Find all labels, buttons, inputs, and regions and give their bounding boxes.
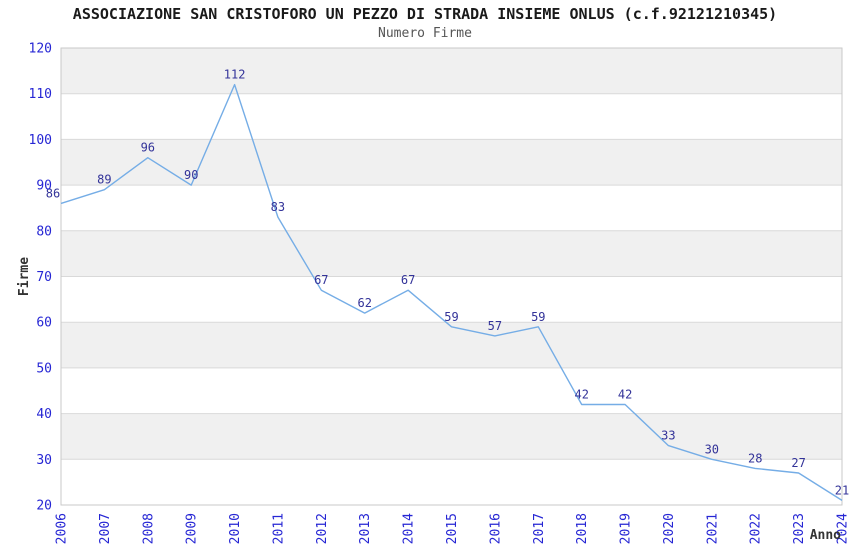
plot-band [61,459,842,505]
series-line [60,83,843,501]
y-tick-label: 70 [36,270,52,285]
y-tick-label: 80 [36,224,52,239]
chart-subtitle: Numero Firme [378,26,472,41]
x-tick-label: 2015 [445,513,460,544]
data-point-label: 89 [97,173,111,187]
plot-band [61,139,842,186]
y-tick-label: 110 [29,87,52,102]
y-tick-label: 120 [29,42,52,57]
data-point-label: 96 [141,141,155,155]
x-tick-label: 2014 [402,513,417,544]
data-point-label: 67 [401,273,415,287]
y-tick-label: 30 [36,453,52,468]
x-tick-label: 2010 [228,513,243,544]
x-tick-label: 2022 [749,513,764,544]
x-tick-label: 2020 [662,513,677,544]
x-tick-label: 2016 [488,513,503,544]
chart-title: ASSOCIAZIONE SAN CRISTOFORO UN PEZZO DI … [72,5,778,23]
plot-band [61,93,842,140]
x-tick-label: 2009 [185,513,200,544]
plot-border [60,47,843,506]
data-point-label: 28 [748,451,762,465]
plot-band [61,322,842,368]
x-tick-label: 2017 [532,513,547,544]
data-point-label: 59 [531,310,545,324]
x-tick-label: 2006 [55,513,70,544]
y-tick-label: 40 [36,407,52,422]
data-point-label: 62 [357,296,371,310]
x-tick-label: 2012 [315,513,330,544]
data-point-label: 42 [574,388,588,402]
x-tick-label: 2023 [792,513,807,544]
data-point-label: 42 [618,388,632,402]
y-tick-label: 60 [36,316,52,331]
data-point-label: 33 [661,429,675,443]
data-point-label: 112 [224,68,246,82]
y-tick-label: 50 [36,361,52,376]
data-point-label: 30 [705,442,719,456]
plot-band [61,367,842,414]
plot-band [61,48,842,94]
x-tick-label: 2019 [619,513,634,544]
data-point-label: 90 [184,168,198,182]
x-tick-label: 2008 [141,513,156,544]
data-point-label: 86 [46,186,60,200]
y-tick-label: 20 [36,499,52,514]
x-tick-label: 2013 [358,513,373,544]
x-tick-label: 2007 [98,513,113,544]
plot-band [61,413,842,460]
x-tick-label: 2021 [705,513,720,544]
y-axis-title: Firme [17,257,32,296]
x-tick-label: 2018 [575,513,590,544]
plot-band [61,185,842,231]
data-point-label: 59 [444,310,458,324]
data-point-label: 21 [835,483,849,497]
y-tick-label: 90 [36,179,52,194]
x-tick-label: 2011 [271,513,286,544]
plot-band [61,230,842,277]
x-tick-label: 2024 [836,513,850,544]
plot-band [61,276,842,323]
data-point-label: 57 [488,319,502,333]
data-point-label: 27 [791,456,805,470]
y-tick-label: 100 [29,133,52,148]
x-axis-title: Anno [810,528,841,543]
data-point-label: 83 [271,200,285,214]
data-point-label: 67 [314,273,328,287]
